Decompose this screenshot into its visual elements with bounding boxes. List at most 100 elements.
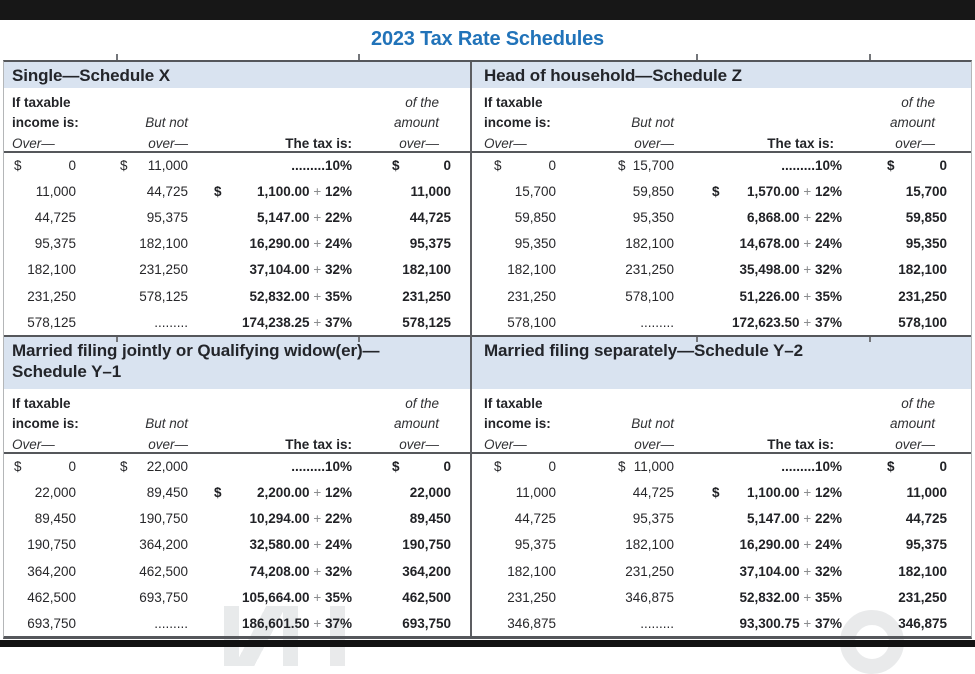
cell-but-not-over: 346,875	[625, 589, 674, 605]
cell-but-not-over: 364,200	[139, 537, 188, 553]
cell-tax: 52,832.00 + 35%	[249, 288, 352, 304]
schedule-married-separately: Married filing separately—Schedule Y–2 I…	[472, 335, 971, 636]
table-row: 44,725 95,375 5,147.00 + 22% 44,725	[472, 506, 971, 532]
table-row: $0 $15,700 .........10% $0	[472, 153, 971, 179]
cell-over: 462,500	[27, 589, 76, 605]
header-if-taxable: If taxable	[12, 395, 71, 411]
header-over2: over—	[634, 135, 674, 151]
table-row: 182,100 231,250 37,104.00 + 32% 182,100	[4, 257, 470, 283]
cell-over: 182,100	[27, 262, 76, 278]
cell-amount-over: 11,000	[410, 184, 451, 200]
schedule-mfs-title-band: Married filing separately—Schedule Y–2	[472, 337, 971, 390]
table-row: 95,375 182,100 16,290.00 + 24% 95,375	[4, 231, 470, 257]
schedule-hoh-rows: $0 $15,700 .........10% $0 15,700 59,850…	[472, 153, 971, 336]
table-row: 22,000 89,450 $2,200.00 + 12% 22,000	[4, 480, 470, 506]
cell-amount-over: 95,375	[905, 537, 947, 553]
header-over: Over—	[484, 135, 527, 151]
cell-tax: $1,570.00 + 12%	[712, 184, 842, 200]
cell-tax: .........10%	[781, 158, 842, 174]
cell-but-not-over: 182,100	[139, 236, 188, 252]
header-the-tax-is: The tax is:	[767, 436, 834, 452]
cell-tax: 105,664.00 + 35%	[242, 589, 352, 605]
table-row: 693,750 ......... 186,601.50 + 37% 693,7…	[4, 610, 470, 636]
header-income-is: income is:	[12, 115, 79, 130]
header-of-the: of the	[901, 94, 935, 110]
header-of-the: of the	[405, 395, 439, 411]
cell-amount-over: 462,500	[402, 589, 451, 605]
schedule-single: Single—Schedule X If taxable of the inco…	[4, 54, 470, 335]
header-the-tax-is: The tax is:	[285, 436, 352, 452]
cell-but-not-over: .........	[640, 615, 674, 631]
right-column: Head of household—Schedule Z If taxable …	[470, 54, 971, 637]
cell-over: 15,700	[514, 184, 556, 200]
table-row: 95,375 182,100 16,290.00 + 24% 95,375	[472, 532, 971, 558]
cell-over: 95,375	[34, 236, 76, 252]
cell-over: 231,250	[507, 288, 556, 304]
cell-but-not-over: .........	[154, 314, 188, 330]
cell-tax: 35,498.00 + 32%	[739, 262, 842, 278]
cell-tax: .........10%	[291, 158, 352, 174]
header-over3: over—	[895, 436, 935, 452]
cell-over: 44,725	[34, 210, 76, 226]
cell-but-not-over: 95,375	[632, 511, 674, 527]
table-row: 11,000 44,725 $1,100.00 + 12% 11,000	[4, 179, 470, 205]
cell-over: 190,750	[27, 537, 76, 553]
cell-over: 44,725	[514, 511, 556, 527]
cell-over: $0	[14, 459, 76, 475]
cell-amount-over: 15,700	[905, 184, 947, 200]
cell-but-not-over: 693,750	[139, 589, 188, 605]
schedule-head-of-household: Head of household—Schedule Z If taxable …	[472, 54, 971, 336]
cell-but-not-over: .........	[154, 615, 188, 631]
column-headers: If taxable of the income is: But not amo…	[4, 88, 470, 153]
cell-amount-over: 231,250	[402, 288, 451, 304]
cell-over: 182,100	[507, 262, 556, 278]
cell-but-not-over: 578,125	[139, 288, 188, 304]
cell-tax: 52,832.00 + 35%	[739, 589, 842, 605]
cell-over: 22,000	[34, 485, 76, 501]
cell-over: 364,200	[27, 563, 76, 579]
cell-over: 578,125	[27, 314, 76, 330]
cell-amount-over: 182,100	[898, 262, 947, 278]
cell-over: $0	[14, 158, 76, 174]
table-row: 578,100 ......... 172,623.50 + 37% 578,1…	[472, 309, 971, 335]
header-over: Over—	[484, 436, 527, 452]
cell-amount-over: $0	[392, 459, 451, 475]
cell-over: 346,875	[507, 615, 556, 631]
header-of-the: of the	[405, 94, 439, 110]
header-over2: over—	[148, 436, 188, 452]
header-income-is: income is:	[484, 115, 551, 130]
schedule-mfs-rows: $0 $11,000 .........10% $0 11,000 44,725…	[472, 454, 971, 637]
cell-but-not-over: $11,000	[120, 158, 188, 174]
header-but-not: But not	[145, 416, 188, 432]
table-row: $0 $11,000 .........10% $0	[472, 454, 971, 480]
cell-over: 59,850	[514, 210, 556, 226]
column-headers: If taxable of the income is: But not amo…	[472, 88, 971, 153]
schedule-title-line2: Schedule Y–1	[12, 362, 122, 382]
cell-tax: 51,226.00 + 35%	[739, 288, 842, 304]
header-amount: amount	[393, 115, 439, 130]
table-row: 231,250 578,100 51,226.00 + 35% 231,250	[472, 283, 971, 309]
header-over3: over—	[399, 135, 439, 151]
top-black-bar	[0, 0, 975, 20]
table-row: 364,200 462,500 74,208.00 + 32% 364,200	[4, 558, 470, 584]
header-over: Over—	[12, 436, 55, 452]
cell-over: 693,750	[27, 615, 76, 631]
header-over3: over—	[399, 436, 439, 452]
cell-amount-over: 578,100	[898, 314, 947, 330]
table-row: 190,750 364,200 32,580.00 + 24% 190,750	[4, 532, 470, 558]
cell-amount-over: 95,350	[905, 236, 947, 252]
cell-over: 231,250	[507, 589, 556, 605]
cell-amount-over: 44,725	[905, 511, 947, 527]
header-but-not: But not	[631, 416, 674, 432]
cell-amount-over: 578,125	[402, 314, 451, 330]
schedule-married-jointly: Married filing jointly or Qualifying wid…	[4, 335, 470, 636]
cell-over: 231,250	[27, 288, 76, 304]
cell-tax: $1,100.00 + 12%	[214, 184, 352, 200]
header-of-the: of the	[901, 395, 935, 411]
cell-tax: 14,678.00 + 24%	[739, 236, 842, 252]
schedule-married-jointly-title-band: Married filing jointly or Qualifying wid…	[4, 337, 470, 390]
table-row: 182,100 231,250 37,104.00 + 32% 182,100	[472, 558, 971, 584]
cell-over: 182,100	[507, 563, 556, 579]
cell-over: 89,450	[34, 511, 76, 527]
header-amount: amount	[889, 115, 935, 130]
